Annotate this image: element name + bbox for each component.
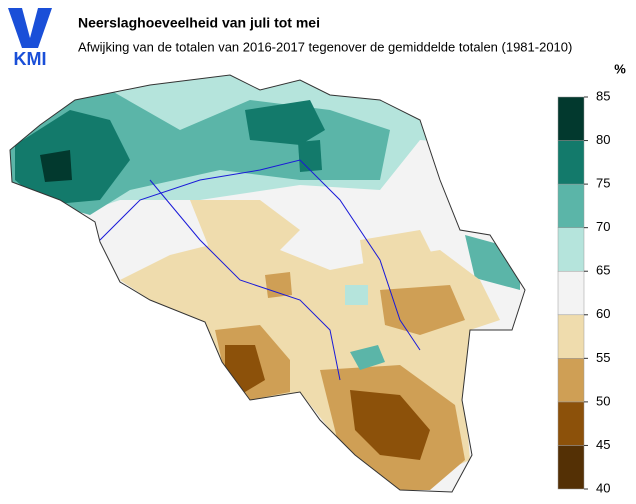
legend-bin — [557, 401, 585, 446]
legend-label: 40 — [596, 480, 610, 495]
logo: KMI — [8, 8, 52, 69]
legend-bin — [557, 270, 585, 316]
border — [9, 74, 526, 493]
legend-label: 45 — [596, 437, 610, 452]
legend-label: 75 — [596, 176, 610, 191]
subtitle: Afwijking van de totalen van 2016-2017 t… — [78, 39, 572, 54]
legend-label: 70 — [596, 219, 610, 234]
legend-bin — [557, 96, 585, 141]
title: Neerslaghoeveelheid van juli tot mei — [78, 15, 320, 31]
legend-label: 50 — [596, 393, 610, 408]
legend-bin — [557, 445, 585, 490]
legend-bin — [557, 314, 585, 359]
legend-bin — [557, 183, 585, 228]
legend: 40 45 50 55 60 65 70 75 80 85 — [557, 88, 610, 495]
legend-bin — [557, 358, 585, 403]
legend-bin — [557, 140, 585, 185]
legend-label: 55 — [596, 350, 610, 365]
legend-label: 60 — [596, 306, 610, 321]
legend-unit: % — [614, 61, 626, 76]
logo-text: KMI — [14, 49, 47, 69]
legend-bin — [557, 227, 585, 272]
legend-label: 80 — [596, 132, 610, 147]
legend-label: 65 — [596, 263, 610, 278]
map — [10, 75, 525, 492]
rivers — [99, 159, 421, 381]
legend-label: 85 — [596, 88, 610, 103]
